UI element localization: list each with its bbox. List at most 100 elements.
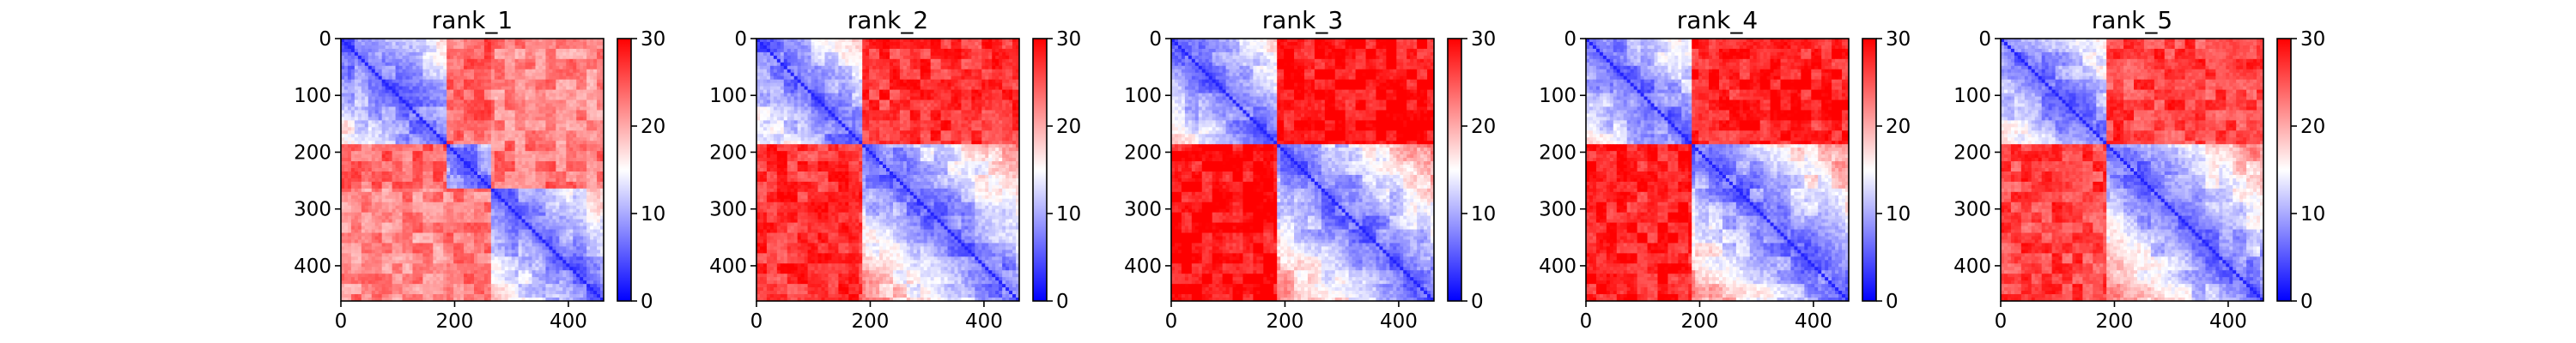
heatmap-cell xyxy=(422,250,426,253)
heatmap-cell xyxy=(450,243,453,246)
heatmap-cell xyxy=(552,175,556,178)
heatmap-cell xyxy=(361,199,365,202)
heatmap-cell xyxy=(412,90,416,93)
heatmap-cell xyxy=(590,144,593,147)
heatmap-cell xyxy=(467,56,471,59)
heatmap-cell xyxy=(348,158,351,161)
heatmap-cell xyxy=(484,123,488,127)
heatmap-cell xyxy=(392,123,396,127)
heatmap-cell xyxy=(545,141,549,144)
heatmap-cell xyxy=(361,230,365,233)
heatmap-cell xyxy=(386,63,389,66)
heatmap-cell xyxy=(389,69,392,73)
heatmap-cell xyxy=(351,158,355,161)
heatmap-cell xyxy=(436,196,440,199)
heatmap-cell xyxy=(450,127,453,130)
heatmap-cell xyxy=(515,52,519,56)
heatmap-cell xyxy=(443,178,447,182)
heatmap-cell xyxy=(542,243,545,246)
heatmap-cell xyxy=(484,151,488,154)
heatmap-cell xyxy=(597,110,600,113)
heatmap-cell xyxy=(399,216,403,220)
heatmap-cell xyxy=(399,113,403,117)
heatmap-cell xyxy=(436,45,440,49)
heatmap-cell xyxy=(429,158,433,161)
heatmap-cell xyxy=(532,165,536,168)
heatmap-cell xyxy=(440,239,443,243)
heatmap-cell xyxy=(450,246,453,250)
heatmap-cell xyxy=(491,165,495,168)
heatmap-cell xyxy=(488,141,491,144)
heatmap-cell xyxy=(508,117,512,120)
heatmap-cell xyxy=(426,185,429,189)
heatmap-cell xyxy=(573,239,576,243)
heatmap-cell xyxy=(412,161,416,165)
heatmap-cell xyxy=(559,182,562,185)
heatmap-cell xyxy=(457,209,460,213)
heatmap-cell xyxy=(457,45,460,49)
heatmap-cell xyxy=(358,137,361,141)
heatmap-cell xyxy=(426,80,429,83)
heatmap-cell xyxy=(365,185,368,189)
heatmap-cell xyxy=(471,80,474,83)
heatmap-cell xyxy=(396,147,399,151)
heatmap-cell xyxy=(453,154,457,158)
heatmap-cell xyxy=(344,239,348,243)
heatmap-cell xyxy=(522,87,526,90)
heatmap-cell xyxy=(429,66,433,69)
heatmap-cell xyxy=(422,216,426,220)
heatmap-cell xyxy=(505,42,508,45)
heatmap-cell xyxy=(484,220,488,223)
heatmap-cell xyxy=(545,165,549,168)
heatmap-cell xyxy=(440,63,443,66)
heatmap-cell xyxy=(389,93,392,97)
heatmap-cell xyxy=(576,250,580,253)
heatmap-cell xyxy=(515,189,519,192)
heatmap-cell xyxy=(586,206,590,209)
heatmap-cell xyxy=(406,189,410,192)
heatmap-cell xyxy=(593,134,597,137)
heatmap-cell xyxy=(422,56,426,59)
heatmap-cell xyxy=(536,144,539,147)
heatmap-cell xyxy=(389,52,392,56)
heatmap-cell xyxy=(406,223,410,226)
heatmap-cell xyxy=(382,56,386,59)
heatmap-cell xyxy=(526,182,529,185)
heatmap-cell xyxy=(532,123,536,127)
heatmap-cell xyxy=(573,93,576,97)
heatmap-cell xyxy=(464,45,467,49)
heatmap-cell xyxy=(559,216,562,220)
heatmap-cell xyxy=(412,97,416,100)
heatmap-cell xyxy=(501,243,505,246)
heatmap-cell xyxy=(552,243,556,246)
heatmap-cell xyxy=(348,123,351,127)
heatmap-cell xyxy=(375,253,379,256)
heatmap-cell xyxy=(447,93,450,97)
heatmap-cell xyxy=(576,213,580,216)
heatmap-cell xyxy=(375,243,379,246)
heatmap-cell xyxy=(443,134,447,137)
heatmap-cell xyxy=(471,178,474,182)
heatmap-cell xyxy=(484,87,488,90)
heatmap-cell xyxy=(453,196,457,199)
heatmap-cell xyxy=(556,83,559,87)
heatmap-cell xyxy=(573,127,576,130)
heatmap-cell xyxy=(365,90,368,93)
heatmap-cell xyxy=(569,63,573,66)
heatmap-cell xyxy=(580,80,583,83)
heatmap-cell xyxy=(372,206,375,209)
heatmap-cell xyxy=(372,130,375,134)
heatmap-cell xyxy=(399,66,403,69)
heatmap-cell xyxy=(457,56,460,59)
heatmap-cell xyxy=(484,63,488,66)
heatmap-cell xyxy=(474,123,477,127)
heatmap-cell xyxy=(583,144,586,147)
heatmap-cell xyxy=(505,172,508,175)
heatmap-cell xyxy=(422,226,426,230)
heatmap-cell xyxy=(545,206,549,209)
heatmap-cell xyxy=(536,209,539,213)
heatmap-cell xyxy=(477,134,481,137)
heatmap-cell xyxy=(576,239,580,243)
heatmap-cell xyxy=(508,154,512,158)
heatmap-cell xyxy=(453,104,457,107)
